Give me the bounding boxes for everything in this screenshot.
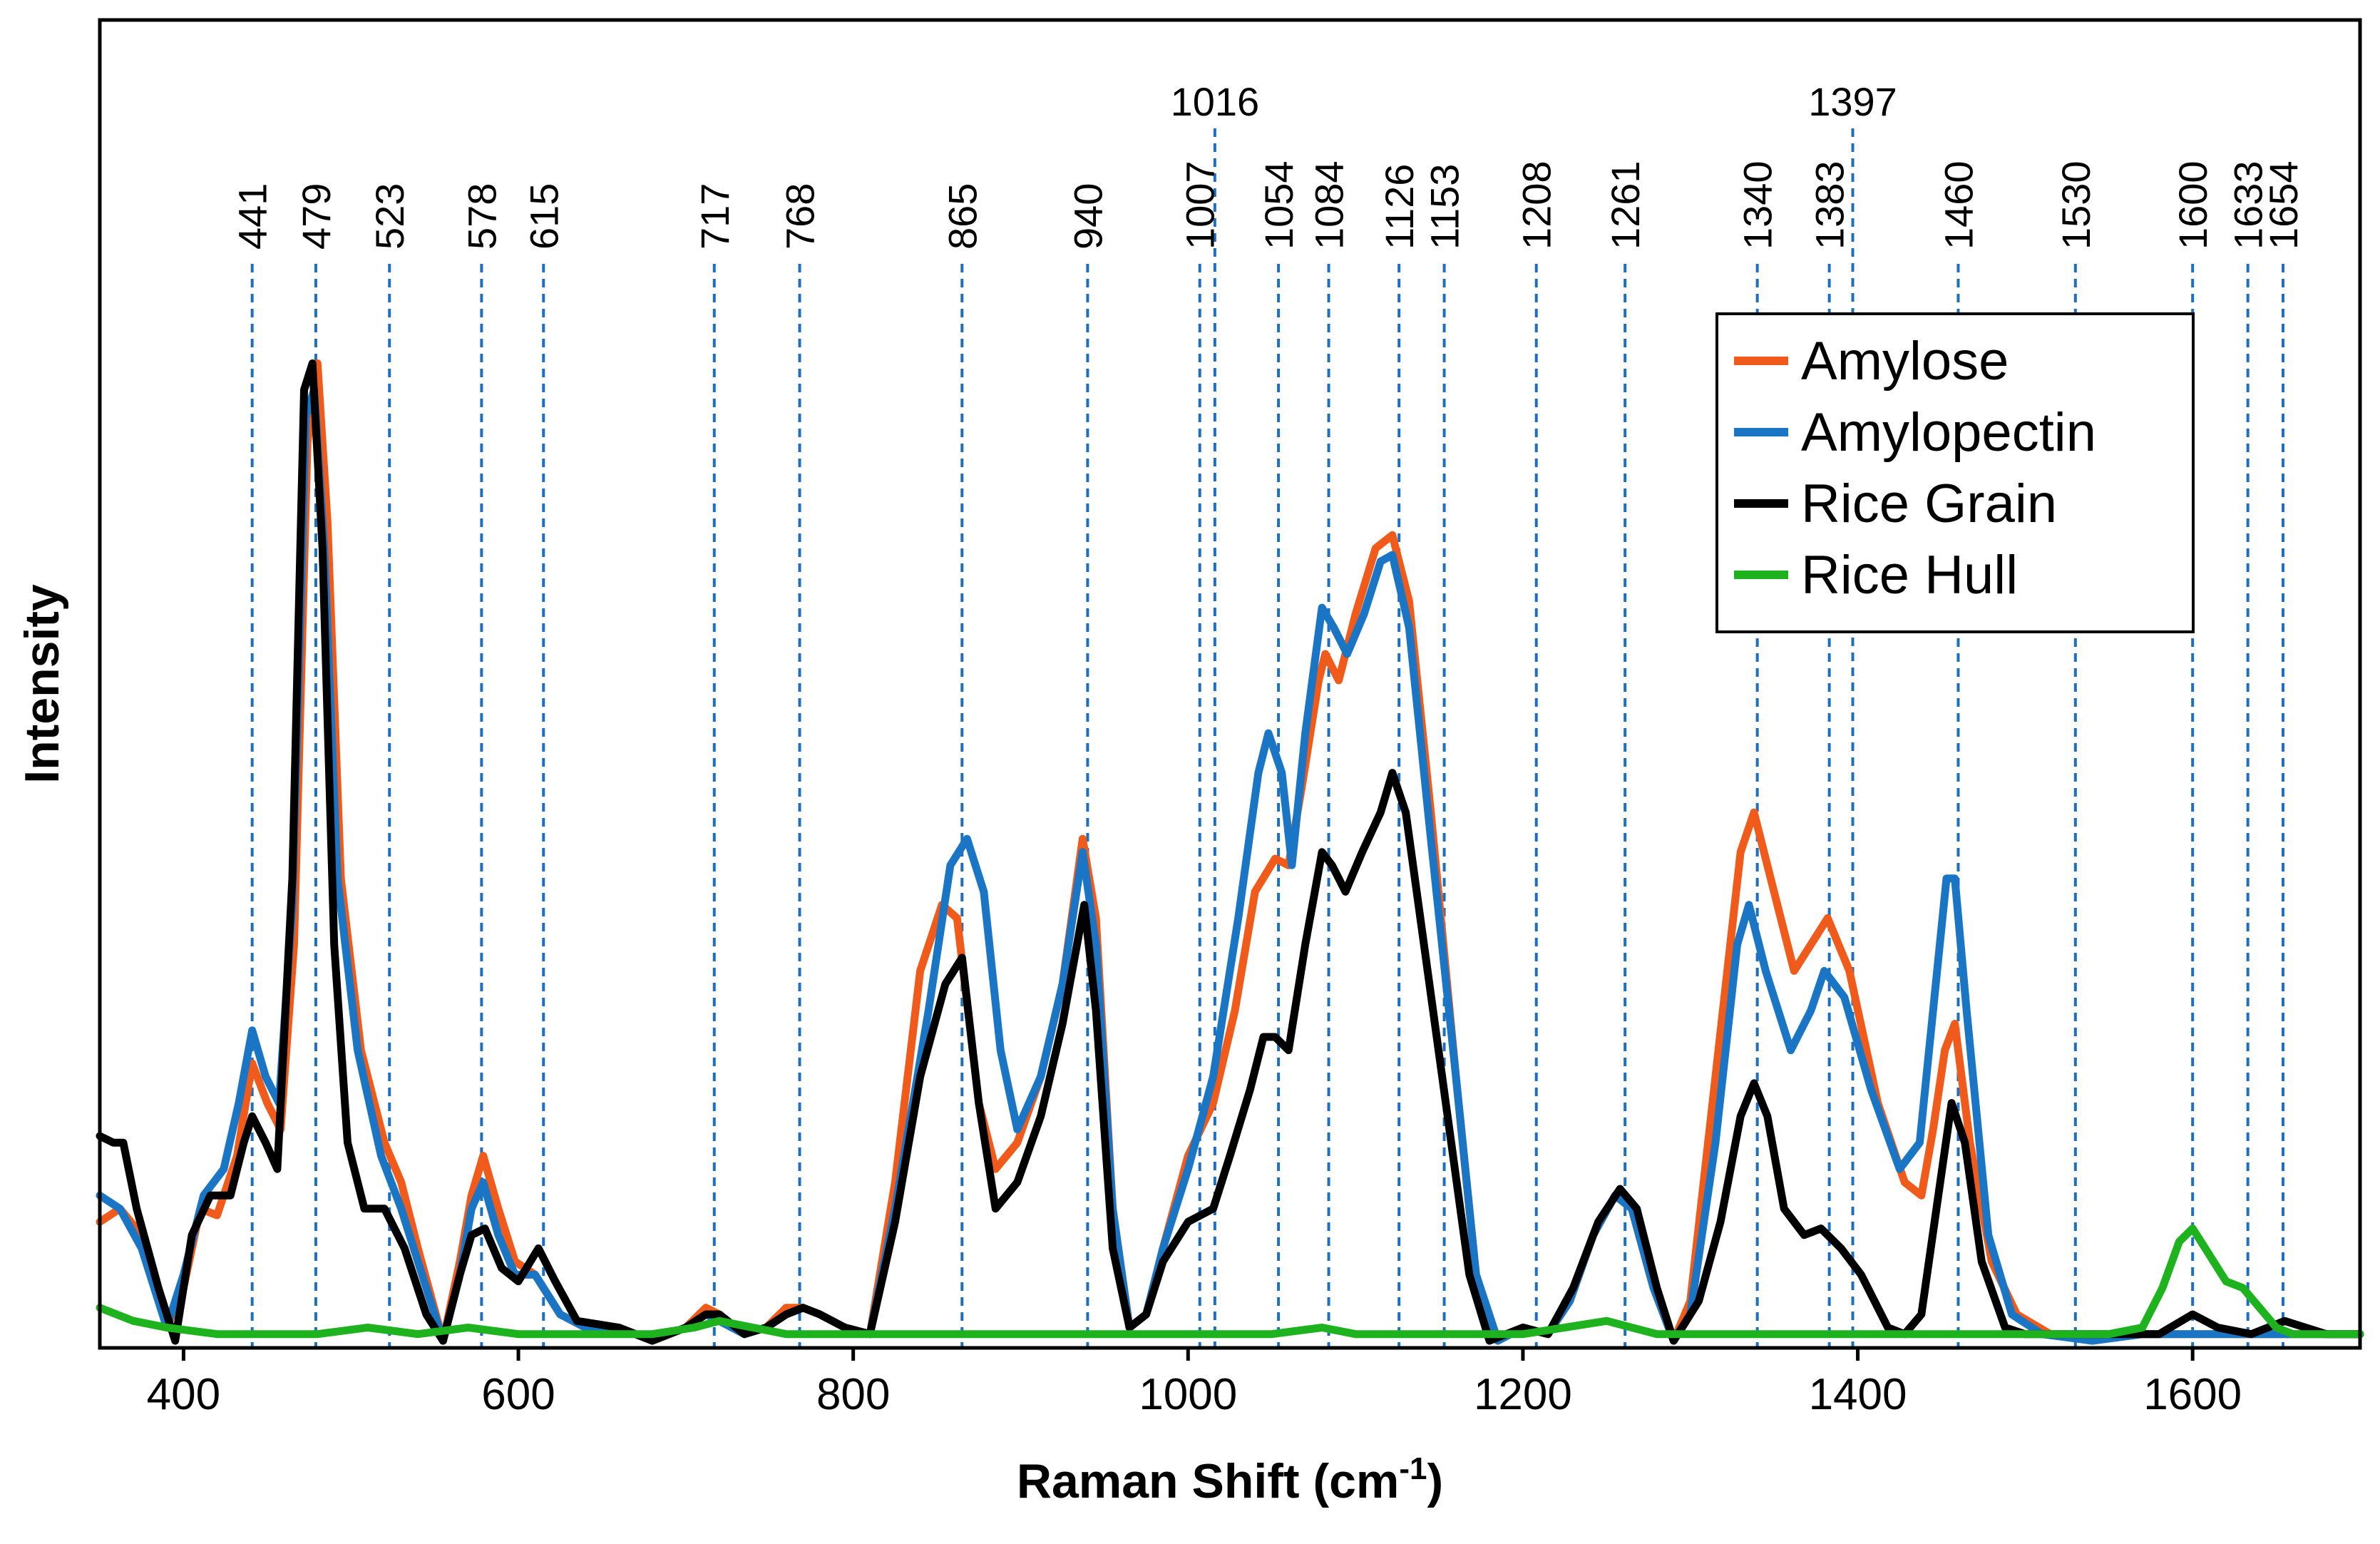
x-tick-label-1000: 1000 (1139, 1370, 1237, 1419)
peak-label-768: 768 (778, 183, 823, 250)
peak-label-1530: 1530 (2053, 160, 2098, 250)
peak-label-1208: 1208 (1514, 160, 1559, 250)
peak-label-940: 940 (1065, 183, 1110, 250)
x-tick-label-400: 400 (147, 1370, 220, 1419)
peak-label-523: 523 (367, 183, 412, 250)
peak-label-1600: 1600 (2170, 160, 2215, 250)
x-tick-label-1600: 1600 (2143, 1370, 2242, 1419)
peak-label-441: 441 (230, 183, 275, 250)
legend-box (1715, 312, 2195, 633)
peak-label-1054: 1054 (1256, 160, 1301, 250)
peak-label-1016: 1016 (1171, 79, 1260, 124)
peak-label-1261: 1261 (1603, 160, 1648, 250)
peak-label-1383: 1383 (1807, 160, 1852, 250)
peak-label-865: 865 (940, 183, 985, 250)
legend: Amylose Amylopectin Rice Grain Rice Hull (1715, 312, 2195, 633)
x-tick-label-1200: 1200 (1474, 1370, 1572, 1419)
x-tick-label-600: 600 (481, 1370, 555, 1419)
peak-label-1397: 1397 (1808, 79, 1897, 124)
peak-label-1007: 1007 (1178, 160, 1223, 250)
x-axis-ticks (181, 1348, 2195, 1361)
x-tick-label-1400: 1400 (1809, 1370, 1907, 1419)
series-rice-hull (96, 1225, 2364, 1339)
peak-label-479: 479 (294, 183, 339, 250)
series-rice-grain (96, 359, 2364, 1345)
legend-label-rice-hull: Rice Hull (1801, 545, 2018, 605)
series-lines (96, 359, 2364, 1345)
legend-label-rice-grain: Rice Grain (1801, 474, 2057, 534)
legend-label-amylose: Amylose (1801, 331, 2009, 392)
peak-label-1153: 1153 (1422, 164, 1467, 250)
peak-label-1084: 1084 (1307, 160, 1352, 250)
x-axis-title: Raman Shift (cm-1) (1017, 1451, 1443, 1508)
x-tick-label-800: 800 (816, 1370, 890, 1419)
peak-label-717: 717 (692, 183, 737, 250)
legend-label-amylopectin: Amylopectin (1801, 402, 2096, 463)
peak-label-1340: 1340 (1735, 160, 1780, 250)
plot-frame (98, 18, 2362, 1350)
peak-label-1654: 1654 (2261, 160, 2306, 250)
peak-label-1460: 1460 (1936, 160, 1981, 250)
peak-label-615: 615 (521, 183, 566, 250)
peak-label-1126: 1126 (1377, 164, 1422, 250)
x-axis-tick-labels: 400 600 800 1000 1200 1400 1600 (147, 1370, 2242, 1419)
peak-label-578: 578 (459, 183, 504, 250)
peak-label-1633: 1633 (2226, 160, 2271, 250)
y-axis-title: Intensity (15, 584, 69, 784)
